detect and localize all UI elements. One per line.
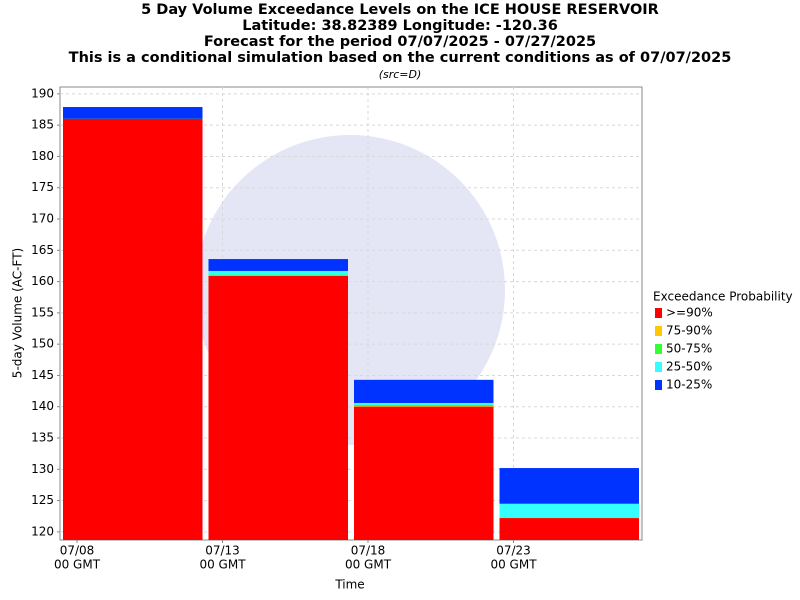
x-tick-sublabel: 00 GMT <box>54 558 101 572</box>
y-tick-label: 180 <box>31 149 54 163</box>
bar <box>63 118 203 540</box>
y-tick-label: 125 <box>31 493 54 507</box>
legend-swatch <box>655 380 662 390</box>
x-tick-sublabel: 00 GMT <box>345 558 392 572</box>
y-tick-label: 170 <box>31 212 54 226</box>
y-tick-label: 145 <box>31 368 54 382</box>
x-tick-label: 07/08 <box>60 544 95 558</box>
y-tick-label: 130 <box>31 462 54 476</box>
y-tick-label: 160 <box>31 274 54 288</box>
bar <box>208 275 348 540</box>
bar <box>499 518 639 540</box>
y-tick-label: 190 <box>31 86 54 100</box>
legend-label: 50-75% <box>666 342 712 356</box>
y-tick-label: 135 <box>31 431 54 445</box>
legend-label: 10-25% <box>666 378 712 392</box>
source-note: (src=D) <box>379 68 422 81</box>
legend-swatch <box>655 308 662 318</box>
chart-title: 5 Day Volume Exceedance Levels on the IC… <box>141 2 659 18</box>
y-tick-label: 165 <box>31 243 54 257</box>
y-axis-title: 5-day Volume (AC-FT) <box>11 248 25 378</box>
legend-label: 25-50% <box>666 360 712 374</box>
x-tick-sublabel: 00 GMT <box>199 558 246 572</box>
y-tick-label: 175 <box>31 180 54 194</box>
legend-swatch <box>655 326 662 336</box>
x-tick-label: 07/23 <box>496 544 531 558</box>
subtitle: Latitude: 38.82389 Longitude: -120.36 <box>242 18 558 34</box>
y-tick-label: 150 <box>31 337 54 351</box>
legend-title: Exceedance Probability <box>653 290 793 304</box>
bar <box>354 406 494 540</box>
x-tick-sublabel: 00 GMT <box>490 558 537 572</box>
subtitle: This is a conditional simulation based o… <box>69 50 732 66</box>
x-axis-title: Time <box>334 578 364 592</box>
y-tick-label: 155 <box>31 305 54 319</box>
y-tick-label: 120 <box>31 524 54 538</box>
legend-swatch <box>655 362 662 372</box>
legend-label: >=90% <box>666 306 713 320</box>
subtitle: Forecast for the period 07/07/2025 - 07/… <box>204 34 596 50</box>
y-tick-label: 185 <box>31 118 54 132</box>
x-tick-label: 07/18 <box>351 544 386 558</box>
y-tick-label: 140 <box>31 399 54 413</box>
legend-label: 75-90% <box>666 324 712 338</box>
legend-swatch <box>655 344 662 354</box>
x-tick-label: 07/13 <box>205 544 240 558</box>
